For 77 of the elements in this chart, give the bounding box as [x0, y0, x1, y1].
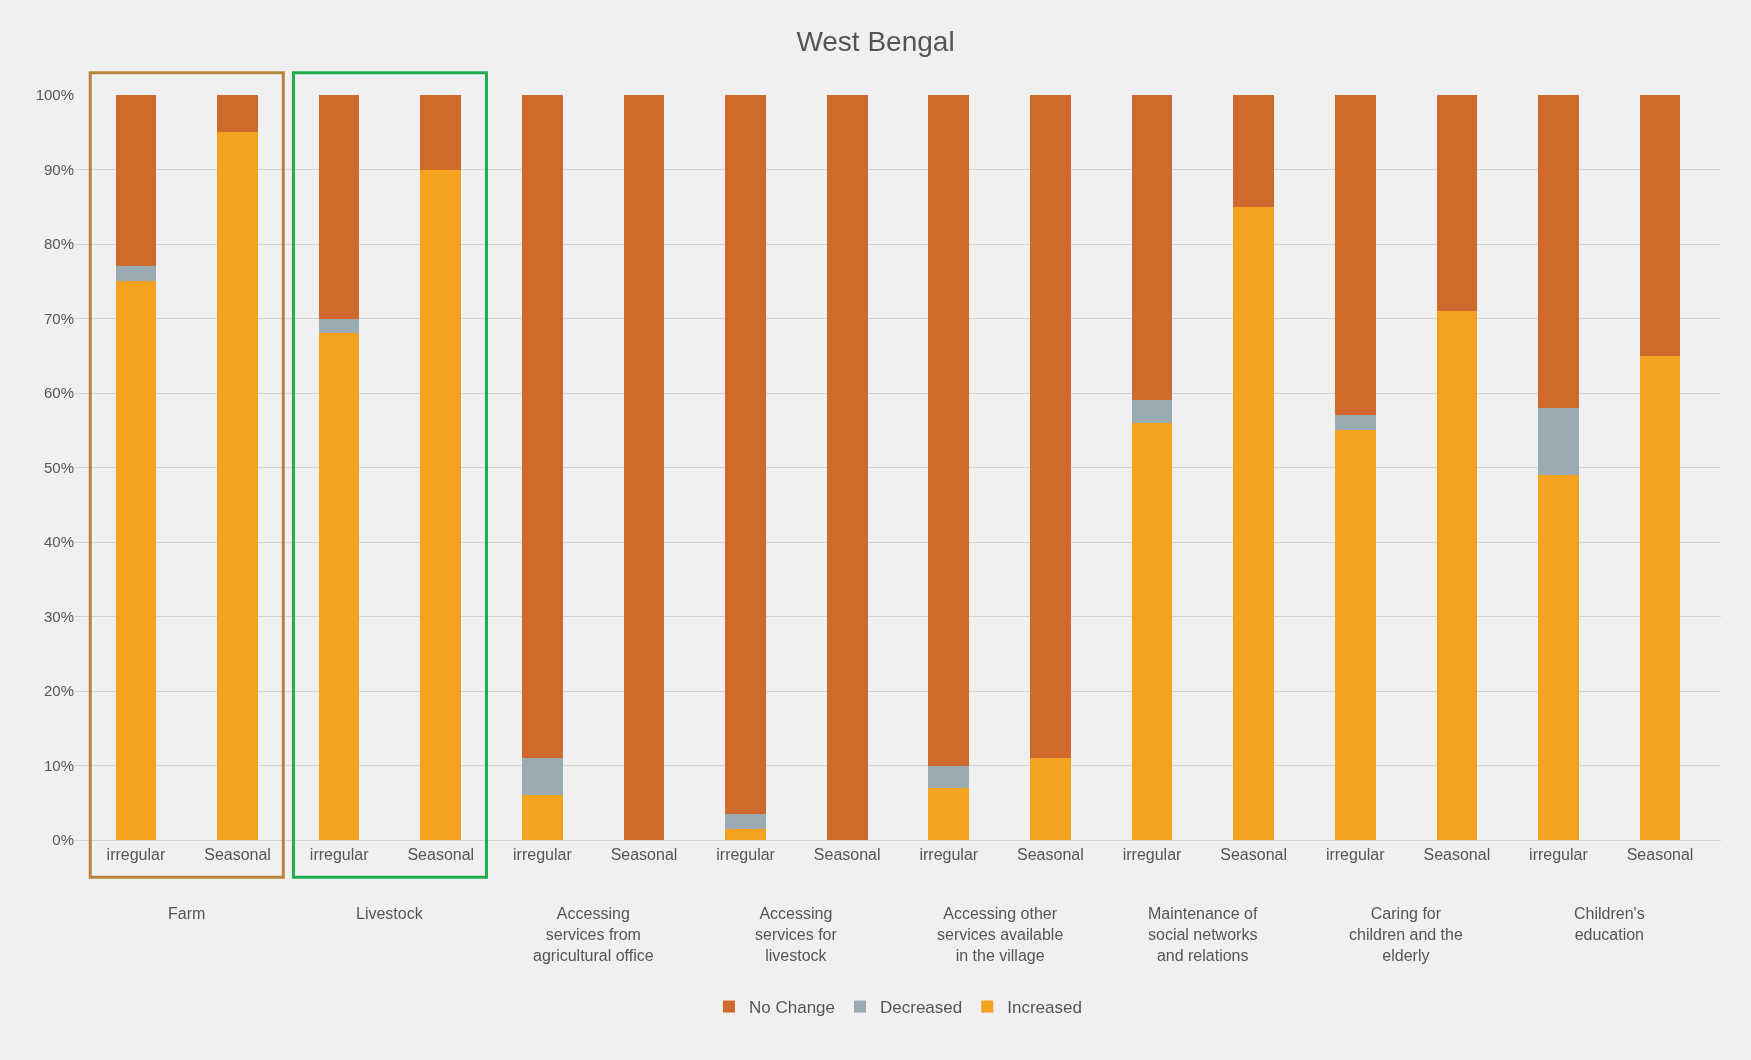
- bar: [318, 333, 360, 840]
- text: Livestock: [356, 905, 424, 922]
- bar: [1436, 95, 1478, 312]
- x-tick-label: irregular: [106, 846, 166, 864]
- bar: [928, 95, 970, 766]
- bar: [115, 281, 157, 840]
- bar: [115, 266, 157, 282]
- bar: [826, 95, 868, 840]
- bar: [1538, 474, 1579, 840]
- bar: [522, 795, 563, 840]
- bar: [217, 95, 258, 133]
- text: Farm: [168, 905, 206, 922]
- y-tick-label: 40%: [43, 533, 74, 551]
- y-tick-label: 20%: [43, 682, 74, 700]
- x-tick-label: irregular: [513, 846, 573, 864]
- x-tick-label: Seasonal: [1423, 846, 1491, 864]
- bar: [928, 787, 970, 840]
- x-tick-label: irregular: [309, 846, 370, 864]
- legend-label: No Change: [749, 998, 836, 1018]
- bar: [1334, 95, 1376, 416]
- bar: [420, 169, 462, 840]
- bar: [1639, 95, 1681, 356]
- y-tick-label: 10%: [43, 756, 74, 774]
- chart-title: West Bengal: [796, 26, 955, 58]
- text: Accessing services for livestock: [755, 905, 838, 964]
- y-tick-label: 30%: [43, 607, 74, 625]
- bar: [928, 765, 970, 788]
- x-tick-label: Seasonal: [610, 846, 678, 864]
- y-tick-label: 70%: [43, 309, 74, 327]
- text: Accessing services from agricultural office: [533, 905, 654, 964]
- text: Caring for children and the elderly: [1349, 905, 1463, 964]
- bar: [1030, 95, 1071, 759]
- x-tick-label: irregular: [1529, 846, 1589, 864]
- x-tick-label: Seasonal: [1017, 846, 1084, 864]
- bar: [1131, 400, 1173, 423]
- bar: [725, 813, 766, 829]
- y-tick-label: 90%: [43, 160, 74, 178]
- y-tick-label: 0%: [52, 831, 74, 849]
- x-tick-label: Seasonal: [204, 846, 271, 864]
- y-tick-label: 50%: [43, 458, 74, 476]
- bar: [115, 95, 157, 267]
- y-tick-label: 100%: [35, 86, 74, 104]
- x-tick-label: Seasonal: [813, 846, 881, 864]
- text: Maintenance of social networks and relations: [1148, 905, 1258, 964]
- x-tick-label: irregular: [1122, 846, 1183, 864]
- bar: [1233, 95, 1274, 207]
- bar: [318, 318, 360, 334]
- bar: [1334, 415, 1376, 431]
- bar: [1233, 206, 1274, 840]
- legend-label: Decreased: [880, 998, 963, 1018]
- bar: [1334, 430, 1376, 840]
- bar: [1030, 758, 1071, 840]
- x-tick-label: irregular: [716, 846, 776, 864]
- x-tick-label: Seasonal: [1626, 846, 1694, 864]
- x-tick-label: Seasonal: [407, 846, 475, 864]
- y-tick-label: 80%: [43, 235, 74, 253]
- legend-label: Increased: [1007, 998, 1082, 1018]
- bar: [623, 95, 665, 840]
- bar: [725, 95, 766, 814]
- bar: [522, 95, 563, 759]
- text: Accessing other services available in the village: [937, 905, 1064, 964]
- text: Children's education: [1574, 905, 1645, 943]
- x-tick-label: Seasonal: [1220, 846, 1287, 864]
- bar: [1538, 407, 1579, 475]
- bar: [1436, 311, 1478, 840]
- bar: [318, 95, 360, 319]
- x-tick-label: irregular: [1325, 846, 1386, 864]
- y-tick-label: 60%: [43, 384, 74, 402]
- bar: [217, 132, 258, 840]
- x-tick-label: irregular: [919, 846, 979, 864]
- bar: [1538, 95, 1579, 408]
- bar: [1639, 355, 1681, 840]
- bar: [522, 758, 563, 796]
- bar: [725, 828, 766, 840]
- bar: [1131, 95, 1173, 401]
- bar: [1131, 422, 1173, 840]
- bar: [420, 95, 462, 170]
